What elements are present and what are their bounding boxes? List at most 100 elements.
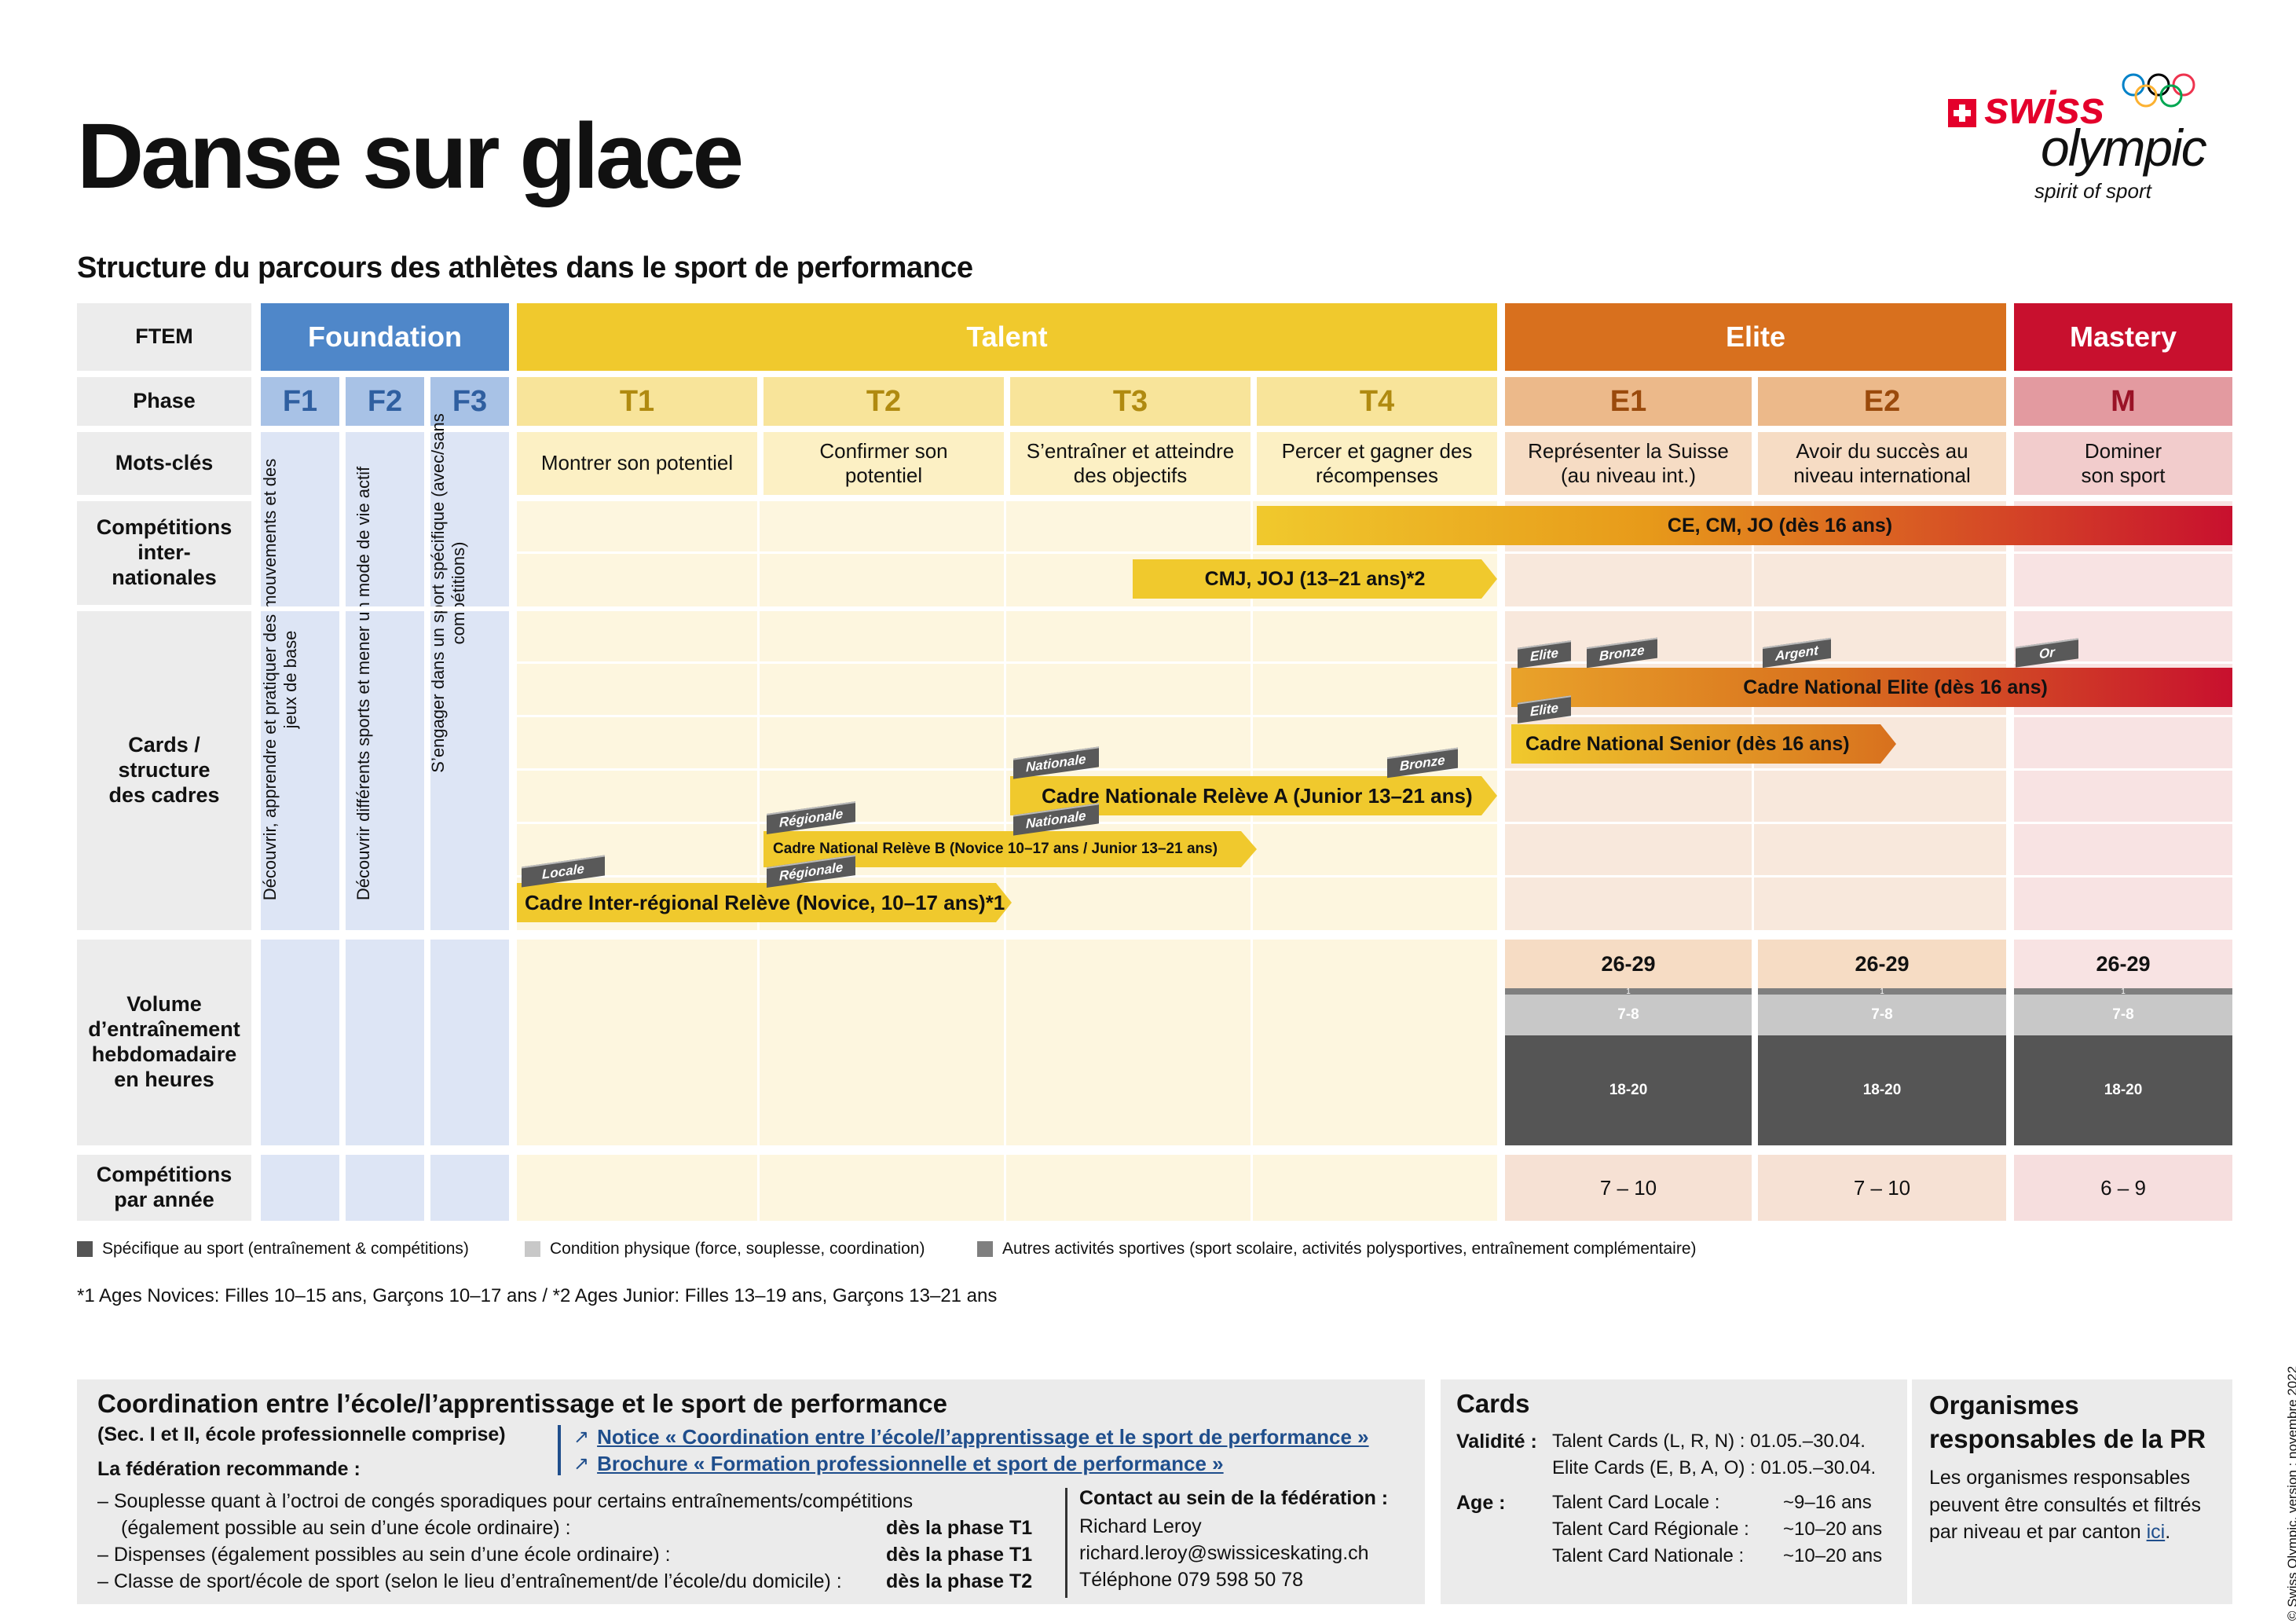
volume-specific-e2: 18-20 (1758, 1035, 2006, 1145)
legend-other: Autres activités sportives (sport scolai… (977, 1240, 1697, 1258)
volume-other-e2: 1 (1758, 987, 2006, 996)
bar-cadre-releve-b: Cadre National Relève B (Novice 10–17 an… (764, 831, 1257, 867)
item2-phase: dès la phase T1 (886, 1544, 1033, 1566)
age-1-label: Talent Card Locale : (1552, 1492, 1720, 1513)
phase-t3: T3 (1010, 377, 1251, 426)
volume-other-e1: 1 (1505, 987, 1752, 996)
organismes-link[interactable]: ici (2146, 1521, 2166, 1543)
cards-panel: Cards Validité : Talent Cards (L, R, N) … (1441, 1379, 1907, 1604)
contact-email[interactable]: richard.leroy@swissiceskating.ch (1079, 1542, 1369, 1564)
volume-total-e1: 26-29 (1505, 940, 1752, 988)
organismes-title: Organismes responsables de la PR (1929, 1390, 2206, 1453)
bar-ce-cm-jo: CE, CM, JO (dès 16 ans) (1257, 506, 2232, 545)
age-2-value: ~10–20 ans (1783, 1519, 1883, 1540)
age-3-label: Talent Card Nationale : (1552, 1545, 1745, 1566)
foundation-f3-text: S’engager dans un sport spécifique (avec… (428, 413, 469, 773)
phase-f3: F3 (430, 377, 509, 426)
olympic-rings-icon (2122, 73, 2195, 108)
volume-other-m: 1 (2014, 987, 2232, 996)
age-3-value: ~10–20 ans (1783, 1545, 1883, 1566)
phase-t2: T2 (764, 377, 1004, 426)
foundation-f2-text: Découvrir différents sports et mener un … (353, 466, 373, 901)
phase-t4: T4 (1257, 377, 1497, 426)
swiss-olympic-logo: swiss olympic spirit of sport (1948, 72, 2231, 206)
mots-cles-t3: S’entraîner et atteindre des objectifs (1010, 432, 1251, 495)
phase-e2: E2 (1758, 377, 2006, 426)
item1a: – Souplesse quant à l’octroi de congés s… (97, 1490, 914, 1512)
organismes-text: Les organismes responsables peuvent être… (1929, 1467, 2202, 1543)
logo-swiss-text: swiss (1984, 82, 2105, 134)
competitions-m: 6 – 9 (2014, 1155, 2232, 1221)
organismes-panel: Organismes responsables de la PR Les org… (1912, 1379, 2232, 1604)
legend-swatch-physical (525, 1241, 540, 1257)
validite-2: Elite Cards (E, B, A, O) : 01.05.–30.04. (1552, 1457, 1877, 1478)
cards-title: Cards (1456, 1389, 1530, 1418)
bar-cadre-releve-a: Cadre Nationale Relève A (Junior 13–21 a… (1010, 776, 1497, 815)
volume-physical-m: 7-8 (2014, 995, 2232, 1035)
mots-cles-m: Dominer son sport (2014, 432, 2232, 495)
legend-specific: Spécifique au sport (entraînement & comp… (77, 1240, 469, 1258)
contact-name: Richard Leroy (1079, 1515, 1202, 1537)
volume-specific-e1: 18-20 (1505, 1035, 1752, 1145)
phase-f1: F1 (261, 377, 339, 426)
validite-1: Talent Cards (L, R, N) : 01.05.–30.04. (1552, 1431, 1866, 1452)
swiss-cross-icon (1948, 99, 1976, 127)
mots-cles-t4: Percer et gagner des récompenses (1257, 432, 1497, 495)
coordination-panel: Coordination entre l’école/l’apprentissa… (77, 1379, 1425, 1604)
logo-olympic-text: olympic (2041, 119, 2207, 177)
row-label-volume: Volume d’entraînement hebdomadaire en he… (77, 940, 251, 1145)
bar-cadre-national-senior: Cadre National Senior (dès 16 ans) (1511, 724, 1896, 764)
ftem-mastery: Mastery (2014, 303, 2232, 371)
volume-total-m: 26-29 (2014, 940, 2232, 988)
competitions-e2: 7 – 10 (1758, 1155, 2006, 1221)
mots-cles-t1: Montrer son potentiel (517, 432, 757, 495)
phase-f2: F2 (346, 377, 424, 426)
contact-phone: Téléphone 079 598 50 78 (1079, 1569, 1303, 1591)
row-label-mots-cles: Mots-clés (77, 432, 251, 495)
link-brochure[interactable]: ↗ Brochure « Formation professionnelle e… (573, 1452, 1224, 1476)
link-brochure-label[interactable]: Brochure « Formation professionnelle et … (597, 1452, 1224, 1475)
item3: – Classe de sport/école de sport (selon … (97, 1570, 842, 1592)
legend-physical: Condition physique (force, souplesse, co… (525, 1240, 925, 1258)
page-title: Danse sur glace (77, 104, 744, 208)
footnote: *1 Ages Novices: Filles 10–15 ans, Garço… (77, 1285, 998, 1306)
foundation-f3-column (430, 432, 509, 930)
external-link-icon: ↗ (573, 1453, 590, 1475)
volume-total-e2: 26-29 (1758, 940, 2006, 988)
legend-specific-label: Spécifique au sport (entraînement & comp… (102, 1240, 469, 1258)
item2: – Dispenses (également possibles au sein… (97, 1544, 671, 1566)
phase-e1: E1 (1505, 377, 1752, 426)
volume-specific-m: 18-20 (2014, 1035, 2232, 1145)
row-label-phase: Phase (77, 377, 251, 426)
volume-physical-e1: 7-8 (1505, 995, 1752, 1035)
legend-swatch-specific (77, 1241, 93, 1257)
row-label-cards: Cards / structure des cadres (77, 611, 251, 930)
item3-phase: dès la phase T2 (886, 1570, 1033, 1592)
row-label-ftem: FTEM (77, 303, 251, 371)
foundation-f2-column (346, 432, 424, 930)
row-label-competitions-int: Compétitions inter-nationales (77, 501, 251, 605)
coordination-subtitle: (Sec. I et II, école professionnelle com… (97, 1423, 506, 1445)
age-label: Age : (1456, 1492, 1506, 1514)
mots-cles-t2: Confirmer son potentiel (764, 432, 1004, 495)
contact-title: Contact au sein de la fédération : (1079, 1487, 1389, 1509)
mots-cles-e2: Avoir du succès au niveau international (1758, 432, 2006, 495)
age-2-label: Talent Card Régionale : (1552, 1519, 1749, 1540)
item1-phase: dès la phase T1 (886, 1517, 1033, 1539)
link-notice-label[interactable]: Notice « Coordination entre l’école/l’ap… (597, 1425, 1369, 1449)
row-label-competitions-annee: Compétitions par année (77, 1155, 251, 1221)
bar-cadre-national-elite: Cadre National Elite (dès 16 ans) (1511, 668, 2232, 707)
link-notice[interactable]: ↗ Notice « Coordination entre l’école/l’… (573, 1425, 1369, 1449)
ftem-talent: Talent (517, 303, 1497, 371)
phase-t1: T1 (517, 377, 757, 426)
item1b: (également possible au sein d’une école … (121, 1517, 571, 1539)
mots-cles-e1: Représenter la Suisse (au niveau int.) (1505, 432, 1752, 495)
coordination-title: Coordination entre l’école/l’apprentissa… (97, 1389, 947, 1418)
legend-swatch-other (977, 1241, 993, 1257)
copyright: © Swiss Olympic, version : novembre 2022 (2285, 1365, 2296, 1621)
validite-label: Validité : (1456, 1431, 1537, 1453)
bar-cadre-inter-regional: Cadre Inter-régional Relève (Novice, 10–… (517, 883, 1012, 922)
external-link-icon: ↗ (573, 1427, 590, 1448)
foundation-f1-text: Découvrir, apprendre et pratiquer des mo… (260, 458, 301, 901)
logo-tagline: spirit of sport (2034, 179, 2151, 203)
